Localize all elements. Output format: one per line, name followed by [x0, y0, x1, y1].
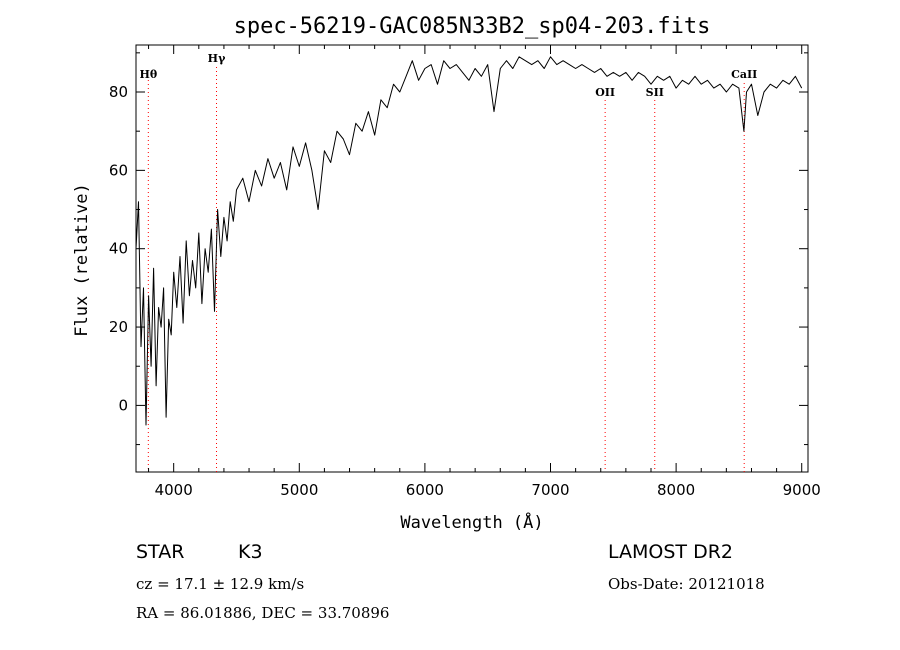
x-tick-label: 4000 — [155, 481, 193, 499]
y-tick-label: 0 — [118, 396, 128, 414]
survey-name: LAMOST DR2 — [608, 541, 733, 563]
spectral-line-markers: Hθ Hγ OII SII CaII — [139, 52, 757, 472]
y-tick-label: 60 — [109, 161, 128, 179]
x-tick-label: 8000 — [657, 481, 695, 499]
observation-date: Obs-Date: 20121018 — [608, 575, 765, 593]
chart-title: spec-56219-GAC085N33B2_sp04-203.fits — [234, 14, 711, 39]
spectral-line-label: OII — [595, 86, 615, 99]
redshift-velocity: cz = 17.1 ± 12.9 km/s — [136, 575, 305, 593]
x-tick-label: 7000 — [531, 481, 569, 499]
spectral-line-label: CaII — [731, 68, 757, 81]
plot-frame — [135, 44, 809, 473]
x-axis: 4000 5000 6000 7000 8000 9000 — [148, 45, 821, 499]
ra-dec-coordinates: RA = 86.01886, DEC = 33.70896 — [136, 604, 390, 622]
object-class: STAR — [136, 541, 185, 563]
x-axis-label: Wavelength (Å) — [400, 511, 543, 533]
spectral-line-label: Hθ — [139, 68, 157, 81]
y-tick-label: 80 — [109, 83, 128, 101]
object-subclass: K3 — [238, 541, 263, 563]
y-tick-label: 40 — [109, 240, 128, 258]
x-tick-label: 9000 — [783, 481, 821, 499]
x-tick-label: 5000 — [280, 481, 318, 499]
spectral-line-label: SII — [646, 86, 664, 99]
x-tick-label: 6000 — [406, 481, 444, 499]
y-tick-label: 20 — [109, 318, 128, 336]
y-axis: 0 20 40 60 80 — [109, 52, 808, 446]
y-axis-label: Flux (relative) — [72, 183, 92, 337]
flux-series-line — [135, 56, 803, 426]
spectral-line-label: Hγ — [208, 52, 226, 65]
